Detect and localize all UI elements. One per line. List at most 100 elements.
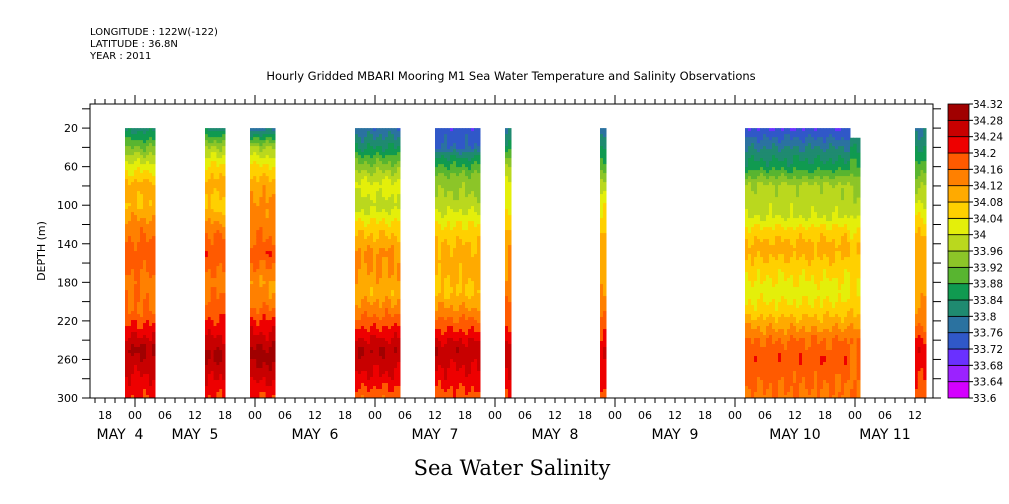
heatmap-cell xyxy=(146,335,150,339)
heatmap-cell xyxy=(468,176,472,180)
heatmap-cell xyxy=(128,281,132,285)
heatmap-cell xyxy=(465,227,469,231)
heatmap-cell xyxy=(367,176,371,180)
heatmap-cell xyxy=(435,311,439,315)
heatmap-cell xyxy=(134,269,138,273)
heatmap-cell xyxy=(388,281,392,285)
heatmap-cell xyxy=(125,173,129,177)
heatmap-cell xyxy=(271,212,276,216)
heatmap-cell xyxy=(444,383,448,387)
heatmap-cell xyxy=(505,254,509,258)
heatmap-cell xyxy=(364,320,368,324)
heatmap-cell xyxy=(376,344,380,348)
heatmap-cell xyxy=(459,266,463,270)
heatmap-cell xyxy=(370,326,374,330)
heatmap-cell xyxy=(444,143,448,147)
heatmap-cell xyxy=(373,251,377,255)
heatmap-cell xyxy=(447,185,451,189)
heatmap-cell xyxy=(435,254,439,258)
heatmap-cell xyxy=(441,230,445,234)
heatmap-cell xyxy=(373,281,377,285)
heatmap-cell xyxy=(358,254,362,258)
heatmap-cell xyxy=(137,179,141,183)
heatmap-cell xyxy=(379,200,383,204)
heatmap-cell xyxy=(146,350,150,354)
heatmap-cell xyxy=(361,311,365,315)
heatmap-cell xyxy=(216,242,220,246)
heatmap-cell xyxy=(394,245,398,249)
heatmap-cell xyxy=(385,293,389,297)
heatmap-cell xyxy=(435,275,439,279)
heatmap-cell xyxy=(361,362,365,366)
heatmap-cell xyxy=(137,359,141,363)
heatmap-cell xyxy=(364,242,368,246)
heatmap-cell xyxy=(271,134,276,138)
heatmap-cell xyxy=(379,242,383,246)
heatmap-cell xyxy=(131,320,135,324)
heatmap-cell xyxy=(358,263,362,267)
heatmap-cell xyxy=(216,236,220,240)
heatmap-cell xyxy=(265,167,270,171)
heatmap-cell xyxy=(256,173,260,177)
heatmap-cell xyxy=(388,383,392,387)
heatmap-cell xyxy=(134,377,138,381)
heatmap-cell xyxy=(477,221,481,225)
heatmap-cell xyxy=(259,149,264,153)
heatmap-cell xyxy=(447,197,451,201)
heatmap-cell xyxy=(265,296,270,300)
heatmap-cell xyxy=(262,308,267,312)
heatmap-cell xyxy=(207,248,212,252)
heatmap-cell xyxy=(149,185,153,189)
heatmap-cell xyxy=(256,236,260,240)
heatmap-cell xyxy=(355,395,359,399)
heatmap-cell xyxy=(385,176,389,180)
heatmap-cell xyxy=(447,209,451,213)
heatmap-cell xyxy=(456,362,460,366)
heatmap-cell xyxy=(271,287,276,291)
heatmap-cell xyxy=(459,236,463,240)
heatmap-cell xyxy=(259,152,264,156)
heatmap-cell xyxy=(134,275,138,279)
heatmap-cell xyxy=(125,203,129,207)
heatmap-cell xyxy=(474,359,478,363)
heatmap-cell xyxy=(268,389,273,393)
heatmap-cell xyxy=(388,308,392,312)
heatmap-cell xyxy=(367,335,371,339)
heatmap-cell xyxy=(128,368,132,372)
heatmap-cell xyxy=(222,188,226,192)
heatmap-cell xyxy=(256,206,260,210)
heatmap-cell xyxy=(210,251,215,255)
heatmap-cell xyxy=(213,386,217,390)
heatmap-cell xyxy=(382,362,386,366)
heatmap-cell xyxy=(462,260,466,264)
heatmap-cell xyxy=(210,131,215,135)
heatmap-cell xyxy=(140,287,144,291)
heatmap-cell xyxy=(125,278,129,282)
heatmap-cell xyxy=(262,281,267,285)
heatmap-cell xyxy=(444,182,448,186)
heatmap-cell xyxy=(379,296,383,300)
heatmap-cell xyxy=(385,389,389,393)
heatmap-cell xyxy=(152,131,156,135)
heatmap-cell xyxy=(447,356,451,360)
heatmap-cell xyxy=(456,254,460,258)
heatmap-cell xyxy=(128,251,132,255)
heatmap-cell xyxy=(394,266,398,270)
heatmap-cell xyxy=(376,128,380,132)
heatmap-cell xyxy=(140,206,144,210)
heatmap-cell xyxy=(265,233,270,237)
heatmap-cell xyxy=(453,266,457,270)
heatmap-cell xyxy=(262,395,267,399)
heatmap-cell xyxy=(152,317,156,321)
heatmap-cell xyxy=(222,128,226,132)
heatmap-cell xyxy=(385,206,389,210)
heatmap-cell xyxy=(462,263,466,267)
heatmap-cell xyxy=(376,143,380,147)
heatmap-cell xyxy=(444,296,448,300)
heatmap-cell xyxy=(388,251,392,255)
heatmap-cell xyxy=(152,353,156,357)
heatmap-cell xyxy=(367,272,371,276)
heatmap-cell xyxy=(210,389,215,393)
heatmap-cell xyxy=(355,353,359,357)
heatmap-cell xyxy=(250,224,254,228)
